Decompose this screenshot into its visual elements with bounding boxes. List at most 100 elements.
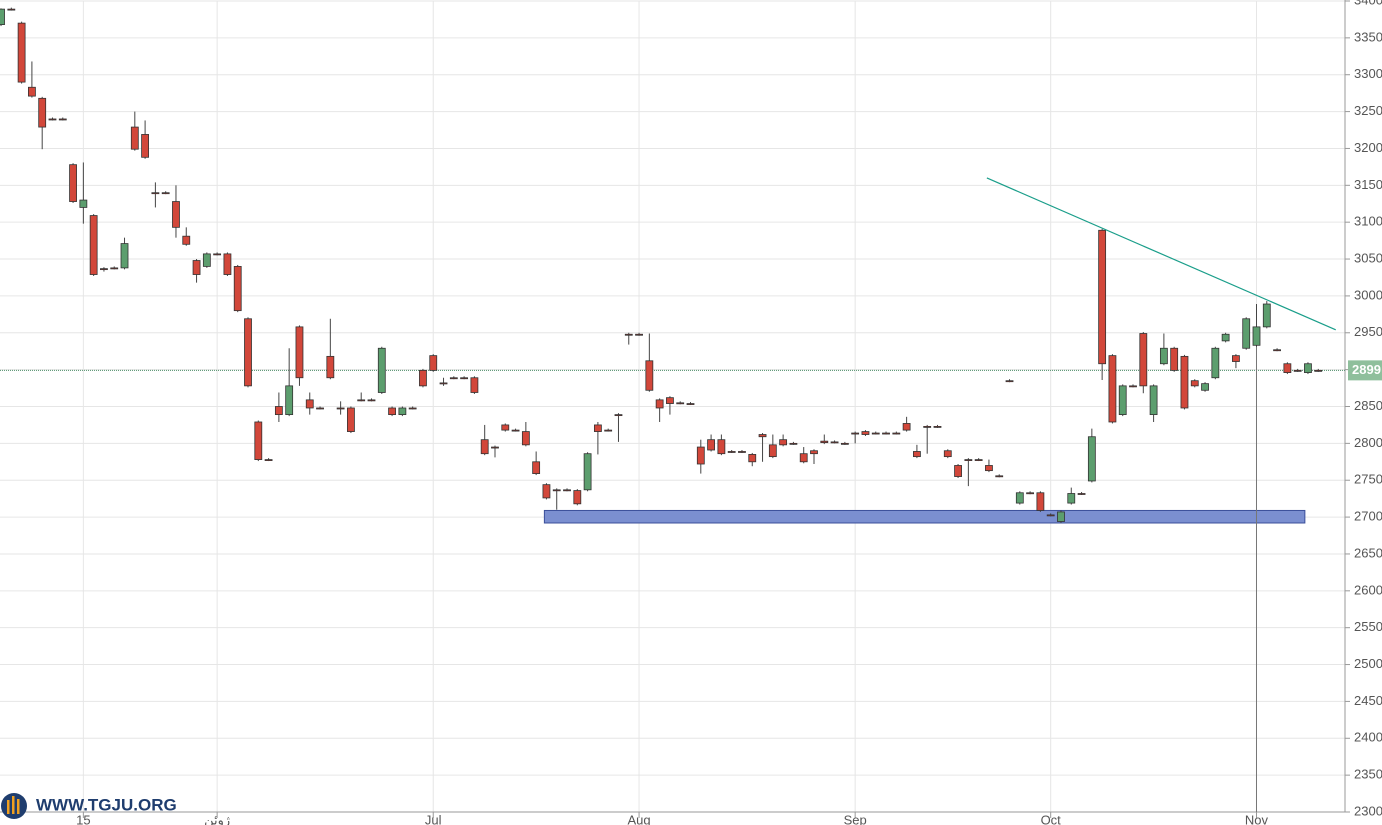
candle-body — [202, 253, 211, 267]
y-tick-label: 2500 — [1354, 656, 1382, 671]
candle-body — [192, 260, 201, 275]
candle-body — [100, 268, 108, 271]
candle-body — [635, 333, 643, 336]
y-tick-label: 3300 — [1354, 66, 1382, 81]
candle-body — [1211, 347, 1220, 379]
candle-body — [604, 429, 613, 432]
candle-body — [1026, 492, 1035, 495]
candle-body — [172, 201, 180, 228]
candle-body — [738, 451, 746, 453]
logo-bar — [17, 799, 20, 814]
candle-body — [686, 403, 695, 405]
candle-body — [1046, 514, 1055, 517]
candle-body — [151, 192, 160, 195]
candle-body — [69, 164, 77, 202]
candle-body — [820, 440, 829, 444]
candle-body — [79, 199, 88, 208]
candle-body — [1304, 363, 1312, 373]
candle-body — [244, 318, 252, 387]
candle-body — [892, 432, 901, 435]
candle-body — [1273, 349, 1281, 352]
candle-body — [923, 426, 932, 428]
candle-body — [357, 399, 366, 402]
candle-body — [182, 235, 191, 245]
candle-body — [985, 465, 993, 472]
candle-body — [655, 399, 664, 409]
y-tick-label: 2850 — [1354, 398, 1382, 413]
candle-body — [305, 399, 314, 409]
candle-body — [1098, 229, 1107, 365]
y-tick-label: 3350 — [1354, 29, 1382, 44]
candle-body — [542, 484, 551, 499]
candle-body — [1262, 303, 1271, 328]
candle-body — [727, 451, 736, 453]
y-tick-label: 3150 — [1354, 177, 1382, 192]
candle-body — [48, 118, 57, 121]
candle-body — [316, 407, 324, 410]
y-tick-label: 2750 — [1354, 472, 1382, 487]
candle-body — [274, 406, 283, 416]
x-tick-label: 15 — [76, 812, 90, 825]
candle-body — [830, 441, 839, 444]
candle-body — [913, 451, 921, 458]
candle-body — [120, 243, 129, 269]
candle-body — [583, 453, 592, 491]
candle-body — [295, 326, 304, 379]
candle-body — [624, 333, 633, 336]
candle-body — [1118, 385, 1127, 416]
candle-body — [1139, 333, 1148, 387]
candle-body — [1015, 492, 1024, 504]
candle-body — [491, 446, 499, 449]
candle-body — [347, 407, 355, 432]
x-tick-label: Nov — [1245, 812, 1269, 825]
candle-body — [696, 446, 705, 465]
candle-body — [38, 97, 47, 128]
candle-body — [758, 434, 767, 438]
candle-body — [213, 253, 222, 256]
candle-body — [254, 421, 263, 460]
candle-body — [1293, 369, 1302, 372]
candle-body — [717, 439, 726, 455]
y-tick-label: 3000 — [1354, 287, 1382, 302]
candle-body — [779, 439, 788, 446]
candle-body — [1057, 511, 1065, 522]
candle-body — [532, 461, 541, 474]
candle-body — [377, 347, 386, 393]
candle-body — [17, 22, 26, 83]
candle-body — [449, 377, 458, 380]
y-tick-label: 2450 — [1354, 693, 1382, 708]
y-tick-label: 2650 — [1354, 545, 1382, 560]
candle-body — [1283, 363, 1292, 373]
trendline — [986, 177, 1336, 331]
candle-body — [799, 453, 808, 463]
candle-body — [974, 459, 983, 461]
candle-body — [882, 432, 890, 435]
y-tick-label: 2600 — [1354, 582, 1382, 597]
candle-body — [573, 490, 582, 505]
candle-body — [676, 402, 685, 405]
candle-body — [408, 407, 417, 410]
candle-body — [130, 126, 139, 150]
y-tick-label: 2700 — [1354, 509, 1382, 524]
candle-body — [593, 424, 602, 432]
x-tick-label: Sep — [844, 812, 867, 825]
candle-body — [645, 360, 654, 391]
candle-body — [7, 8, 16, 11]
candle-body — [563, 489, 571, 492]
y-tick-label: 3400 — [1354, 0, 1382, 7]
candle-body — [1242, 318, 1251, 349]
candle-body — [1129, 385, 1137, 388]
candle-body — [264, 459, 273, 461]
y-tick-label: 2800 — [1354, 435, 1382, 450]
candle-body — [89, 215, 98, 275]
candle-body — [141, 134, 149, 158]
candle-body — [460, 377, 469, 380]
candle-body — [398, 407, 407, 416]
logo-bar — [7, 800, 10, 814]
candle-body — [810, 450, 818, 455]
last-price-label: 2899 — [1352, 362, 1381, 377]
candle-body — [1149, 385, 1158, 416]
candle-body — [233, 266, 242, 312]
candle-body — [933, 426, 942, 428]
